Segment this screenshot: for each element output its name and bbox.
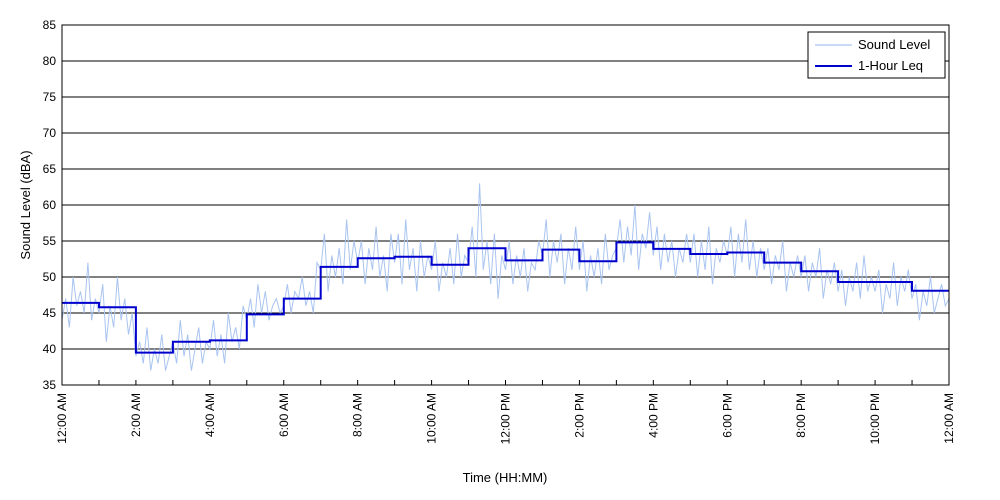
- legend-label-sound-level: Sound Level: [858, 37, 930, 52]
- y-tick-label: 75: [43, 90, 57, 104]
- y-tick-label: 85: [43, 18, 57, 32]
- y-axis-ticks: 35 40 45 50 55 60 65 70 75 80 85: [43, 18, 67, 392]
- x-axis-ticks: 12:00 AM 2:00 AM 4:00 AM 6:00 AM 8:00 AM 10:0…: [55, 380, 956, 444]
- legend: Sound Level 1-Hour Leq: [807, 31, 946, 79]
- series-1-hour-leq: [62, 241, 949, 354]
- x-tick-label: 6:00 PM: [720, 393, 734, 438]
- x-tick-label: 4:00 PM: [646, 393, 660, 438]
- x-tick-label: 8:00 PM: [794, 393, 808, 438]
- y-tick-label: 70: [43, 126, 57, 140]
- x-tick-label: 12:00 AM: [55, 393, 69, 444]
- y-tick-label: 40: [43, 342, 57, 356]
- x-tick-label: 12:00 PM: [499, 393, 513, 444]
- legend-label-1-hour-leq: 1-Hour Leq: [858, 58, 923, 73]
- x-tick-label: 10:00 PM: [868, 393, 882, 444]
- y-tick-label: 45: [43, 306, 57, 320]
- x-tick-label: 6:00 AM: [277, 393, 291, 437]
- y-tick-label: 80: [43, 54, 57, 68]
- x-tick-label: 4:00 AM: [203, 393, 217, 437]
- y-axis-title: Sound Level (dBA): [18, 150, 33, 259]
- x-tick-label: 2:00 AM: [129, 393, 143, 437]
- x-tick-label: 8:00 AM: [351, 393, 365, 437]
- y-tick-label: 65: [43, 162, 57, 176]
- legend-box: [807, 31, 946, 79]
- x-tick-label: 12:00 AM: [942, 393, 956, 444]
- series-sound-level: [61, 183, 950, 371]
- y-tick-label: 60: [43, 198, 57, 212]
- line-1-hour-leq: [62, 241, 949, 354]
- x-tick-label: 2:00 PM: [572, 393, 586, 438]
- y-tick-label: 55: [43, 234, 57, 248]
- plot-frame: [61, 24, 950, 386]
- y-tick-label: 35: [43, 378, 57, 392]
- x-tick-label: 10:00 AM: [425, 393, 439, 444]
- x-axis-title: Time (HH:MM): [463, 470, 548, 485]
- line-sound-level: [61, 183, 950, 371]
- y-tick-label: 50: [43, 270, 57, 284]
